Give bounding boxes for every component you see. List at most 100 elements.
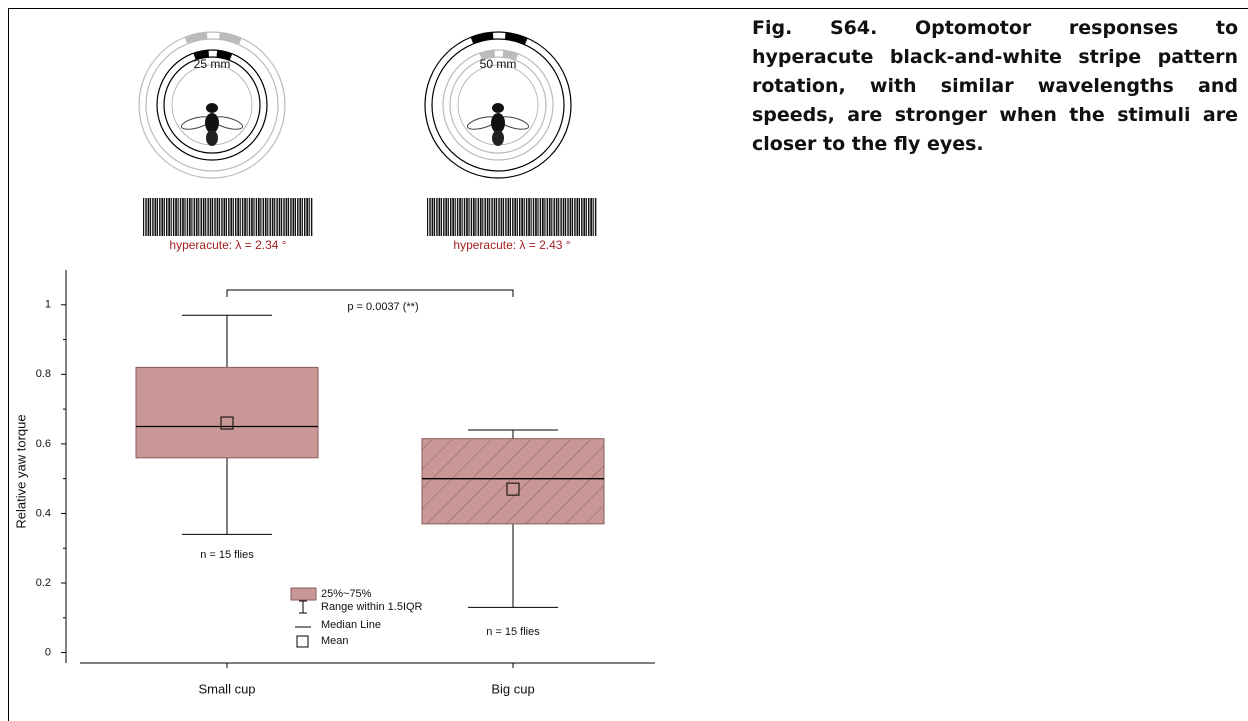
- stripe: [223, 198, 226, 236]
- stripe: [255, 198, 258, 236]
- stripe: [459, 198, 461, 236]
- stripe: [567, 198, 569, 236]
- stripe: [246, 198, 248, 236]
- stripe: [447, 198, 449, 236]
- stripe: [551, 198, 553, 236]
- stripe: [560, 198, 562, 236]
- stripe: [493, 198, 496, 236]
- stripe: [532, 198, 535, 236]
- x-tick-label: Small cup: [198, 681, 255, 696]
- stripe: [189, 198, 191, 236]
- stripe: [193, 198, 196, 236]
- stripe: [516, 198, 518, 236]
- stripe: [519, 198, 521, 236]
- stripe: [212, 198, 214, 236]
- box-chart: 0 0.2 0.4 0.6 0.8 1 Relative yaw torque n = 15 …: [13, 270, 655, 696]
- stripe: [207, 198, 209, 236]
- stripe: [147, 198, 150, 236]
- y-axis-label: Relative yaw torque: [13, 414, 28, 528]
- stripe: [170, 198, 172, 236]
- stripe: [574, 198, 576, 236]
- stripe: [592, 198, 594, 236]
- ring: [431, 38, 565, 172]
- stripe: [486, 198, 489, 236]
- stripe-arc: [479, 50, 496, 60]
- stripe: [433, 198, 436, 236]
- stripe: [544, 198, 546, 236]
- stripe: [304, 198, 306, 236]
- n-label: n = 15 flies: [486, 626, 540, 638]
- stripe: [452, 198, 454, 236]
- stripe: [297, 198, 299, 236]
- stripe: [479, 198, 482, 236]
- stripe: [438, 198, 441, 236]
- stripe: [470, 198, 473, 236]
- stripe: [468, 198, 470, 236]
- legend-mean: [296, 635, 309, 648]
- stripe: [299, 198, 302, 236]
- stripe-arc: [218, 32, 242, 45]
- stripe: [276, 198, 278, 236]
- stripe: [431, 198, 434, 236]
- distance-label: 25 mm: [194, 57, 231, 71]
- stripe: [521, 198, 523, 236]
- stripe: [161, 198, 164, 236]
- stripe: [569, 198, 572, 236]
- legend-label: Mean: [321, 635, 349, 647]
- stripe: [489, 198, 491, 236]
- stripe: [525, 198, 528, 236]
- y-tick-label: 0.2: [36, 577, 51, 589]
- n-label: n = 15 flies: [200, 549, 254, 561]
- stripe: [258, 198, 260, 236]
- stripe: [168, 198, 170, 236]
- stripe-arc: [504, 32, 528, 45]
- stripe: [594, 198, 597, 236]
- mean: [220, 416, 234, 430]
- y-tick-label: 0: [45, 646, 51, 658]
- stripe: [292, 198, 295, 236]
- stripe: [230, 198, 233, 236]
- stripe: [248, 198, 251, 236]
- stripe: [553, 198, 555, 236]
- stripe: [585, 198, 587, 236]
- stripe: [267, 198, 269, 236]
- stripe: [502, 198, 505, 236]
- stripe: [269, 198, 271, 236]
- stripe: [163, 198, 165, 236]
- stimulus-label: hyperacute: λ = 2.34 °: [169, 238, 286, 252]
- stripe: [443, 198, 445, 236]
- stripe: [581, 198, 583, 236]
- stripe: [253, 198, 255, 236]
- stripe: [562, 198, 565, 236]
- stripe: [496, 198, 498, 236]
- stripe: [225, 198, 227, 236]
- stimulus-label: hyperacute: λ = 2.43 °: [453, 238, 570, 252]
- stripe: [548, 198, 551, 236]
- stripe: [244, 198, 246, 236]
- stripe: [427, 198, 429, 236]
- stripe: [172, 198, 175, 236]
- ring: [156, 49, 268, 161]
- stripe: [271, 198, 274, 236]
- stripe: [523, 198, 525, 236]
- stripe: [182, 198, 184, 236]
- stripe: [159, 198, 161, 236]
- stripe: [436, 198, 438, 236]
- stripe: [237, 198, 239, 236]
- x-tick-label: Big cup: [491, 681, 534, 696]
- stripe: [143, 198, 145, 236]
- stripe: [466, 198, 468, 236]
- stripe: [264, 198, 267, 236]
- fly-abdomen: [492, 130, 504, 146]
- stripe: [179, 198, 182, 236]
- stripe: [281, 198, 283, 236]
- fly-abdomen: [206, 130, 218, 146]
- stripe: [274, 198, 276, 236]
- stripe: [477, 198, 480, 236]
- stripe: [221, 198, 223, 236]
- stripe-arc: [193, 50, 210, 60]
- legend-swatch: [290, 587, 317, 601]
- stripe: [301, 198, 303, 236]
